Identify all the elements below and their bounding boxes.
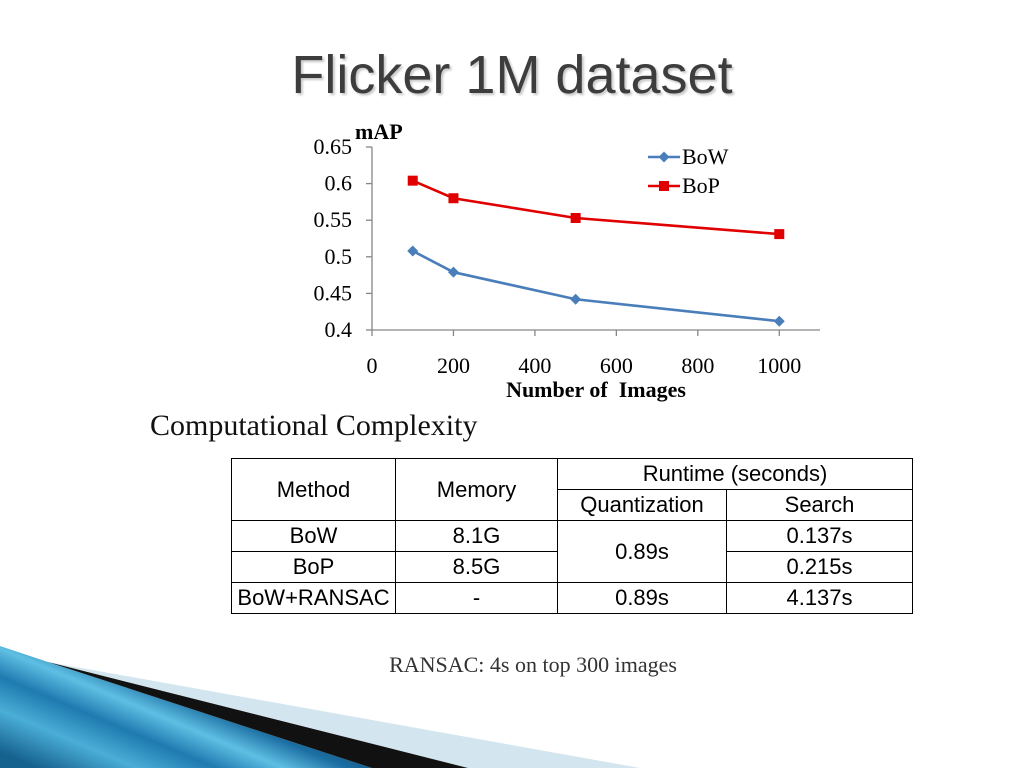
data-point-bow (773, 315, 785, 327)
series-line-bow (412, 249, 780, 323)
x-axis-title: Number of Images (506, 377, 686, 402)
footnote: RANSAC: 4s on top 300 images (389, 652, 677, 677)
x-tick-label: 400 (518, 353, 551, 378)
cell-search: 0.215s (725, 551, 914, 583)
cell-memory: 8.5G (395, 551, 558, 583)
cell-memory: - (395, 582, 558, 614)
x-tick-label: 200 (437, 353, 470, 378)
legend-label-bow: BoW (682, 144, 729, 169)
cell-method: BoW (231, 520, 396, 552)
data-point-bop (407, 175, 418, 186)
y-tick-label: 0.4 (325, 317, 353, 342)
cell-search: 0.137s (725, 520, 914, 552)
y-tick-label: 0.65 (314, 134, 353, 159)
x-tick-label: 1000 (757, 353, 801, 378)
data-point-bop (774, 229, 785, 240)
corner-swoosh-decoration (0, 646, 640, 768)
y-axis-title: mAP (355, 119, 403, 144)
table-row: BoW+RANSAC - 0.89s 4.137s (231, 582, 914, 614)
y-tick-label: 0.55 (314, 207, 353, 232)
complexity-table: Method Memory Runtime (seconds) Quantiza… (231, 458, 914, 614)
decor-blue-field (0, 646, 372, 768)
data-point-bow (570, 293, 582, 305)
x-tick-label: 800 (681, 353, 714, 378)
header-runtime: Runtime (seconds) (556, 458, 914, 490)
data-point-bow (407, 245, 419, 257)
header-memory: Memory (395, 458, 558, 521)
section-heading: Computational Complexity (150, 409, 478, 442)
slide-title: Flicker 1M dataset (291, 45, 733, 105)
cell-search: 4.137s (725, 582, 914, 614)
y-tick-label: 0.5 (325, 244, 353, 269)
data-point-bop (570, 213, 581, 224)
cell-method: BoW+RANSAC (231, 582, 396, 614)
data-point-bow (447, 266, 459, 278)
header-search: Search (725, 489, 914, 521)
header-method: Method (231, 458, 396, 521)
cell-quantization: 0.89s (557, 520, 727, 583)
legend-label-bop: BoP (682, 173, 720, 198)
legend-marker-bop (659, 181, 669, 191)
cell-memory: 8.1G (395, 520, 558, 552)
table-header-row: Method Memory Runtime (seconds) (231, 458, 914, 521)
y-tick-label: 0.6 (325, 171, 353, 196)
decor-pale-stripe (48, 662, 640, 768)
data-point-bop (448, 193, 459, 204)
series-line-bop (412, 179, 780, 236)
legend-marker-bow (658, 151, 670, 163)
map-line-chart: mAP Number of Images 0.4 0.45 0.5 0.55 0.6 0.… (314, 119, 820, 402)
x-tick-label: 0 (367, 353, 378, 378)
cell-quantization: 0.89s (557, 582, 727, 614)
header-quantization: Quantization (557, 489, 727, 521)
table-subheader-row: Quantization Search (232, 489, 914, 521)
x-tick-label: 600 (600, 353, 633, 378)
cell-method: BoP (231, 551, 396, 583)
decor-black-stripe (48, 662, 468, 768)
table-row: BoW 8.1G 0.89s 0.137s (231, 520, 914, 583)
y-tick-label: 0.45 (314, 280, 353, 305)
